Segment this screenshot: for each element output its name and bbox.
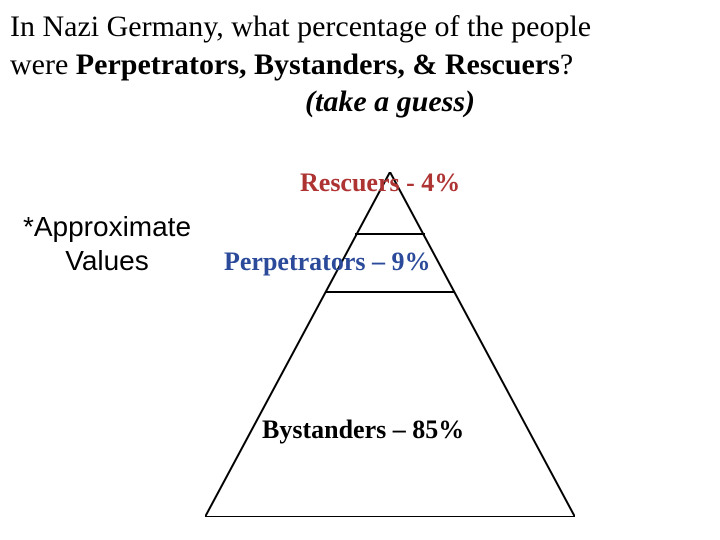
title-line2-prefix: were (10, 48, 76, 81)
title-line2-suffix: ? (560, 48, 573, 81)
subtitle: (take a guess) (70, 85, 710, 119)
title-line2-bold: Perpetrators, Bystanders, & Rescuers (76, 48, 560, 81)
label-rescuers: Rescuers - 4% (300, 168, 460, 198)
label-bystanders: Bystanders – 85% (262, 415, 464, 445)
label-perpetrators: Perpetrators – 9% (224, 247, 430, 277)
pyramid-diagram (205, 172, 575, 517)
approx-line-1: *Approximate (12, 210, 202, 244)
approximate-note: *Approximate Values (12, 210, 202, 277)
pyramid-triangle (205, 172, 575, 517)
approx-line-2: Values (12, 244, 202, 278)
title-block: In Nazi Germany, what percentage of the … (0, 0, 720, 119)
title-line-1: In Nazi Germany, what percentage of the … (10, 8, 710, 46)
title-line-2: were Perpetrators, Bystanders, & Rescuer… (10, 46, 710, 84)
